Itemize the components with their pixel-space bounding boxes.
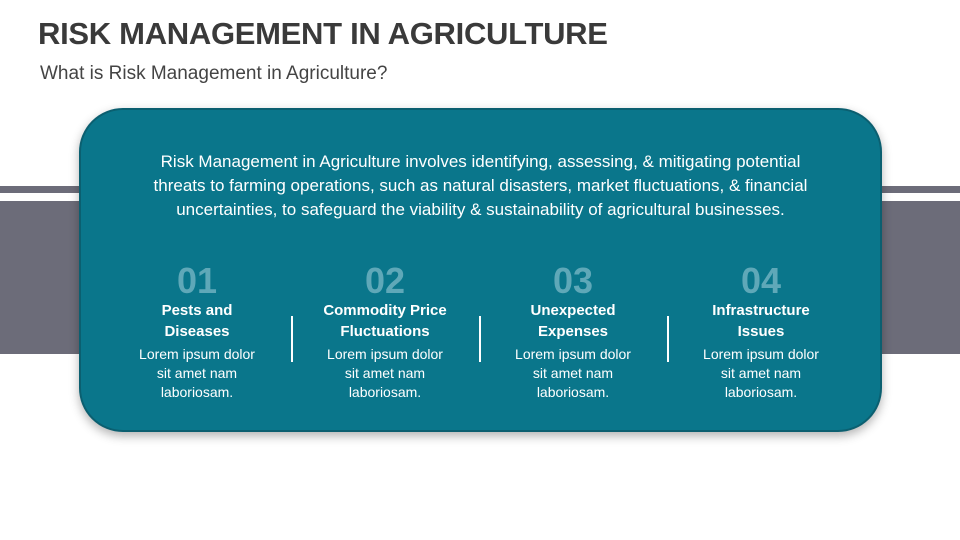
item-heading: Unexpected Expenses (530, 302, 616, 340)
divider (291, 316, 293, 362)
risk-item: 01 Pests and Diseases Lorem ipsum dolor … (103, 262, 291, 402)
slide-title: RISK MANAGEMENT IN AGRICULTURE (38, 16, 608, 51)
item-heading: Infrastructure Issues (712, 302, 810, 340)
risk-item: 03 Unexpected Expenses Lorem ipsum dolor… (479, 262, 667, 402)
description: Risk Management in Agriculture involves … (153, 152, 808, 219)
item-heading: Commodity Price Fluctuations (323, 302, 447, 340)
item-number: 01 (176, 260, 218, 301)
risk-item: 04 Infrastructure Issues Lorem ipsum dol… (667, 262, 855, 402)
slide-subtitle: What is Risk Management in Agriculture? (40, 63, 388, 84)
item-body: Lorem ipsum dolor sit amet nam laboriosa… (327, 346, 443, 400)
info-card: Risk Management in Agriculture involves … (79, 108, 882, 432)
divider (479, 316, 481, 362)
item-number: 02 (364, 260, 406, 301)
risk-item: 02 Commodity Price Fluctuations Lorem ip… (291, 262, 479, 402)
item-body: Lorem ipsum dolor sit amet nam laboriosa… (703, 346, 819, 400)
divider (667, 316, 669, 362)
item-body: Lorem ipsum dolor sit amet nam laboriosa… (139, 346, 255, 400)
item-number: 04 (740, 260, 782, 301)
item-number: 03 (552, 260, 594, 301)
item-body: Lorem ipsum dolor sit amet nam laboriosa… (515, 346, 631, 400)
item-heading: Pests and Diseases (161, 302, 233, 340)
risk-items: 01 Pests and Diseases Lorem ipsum dolor … (103, 262, 863, 402)
